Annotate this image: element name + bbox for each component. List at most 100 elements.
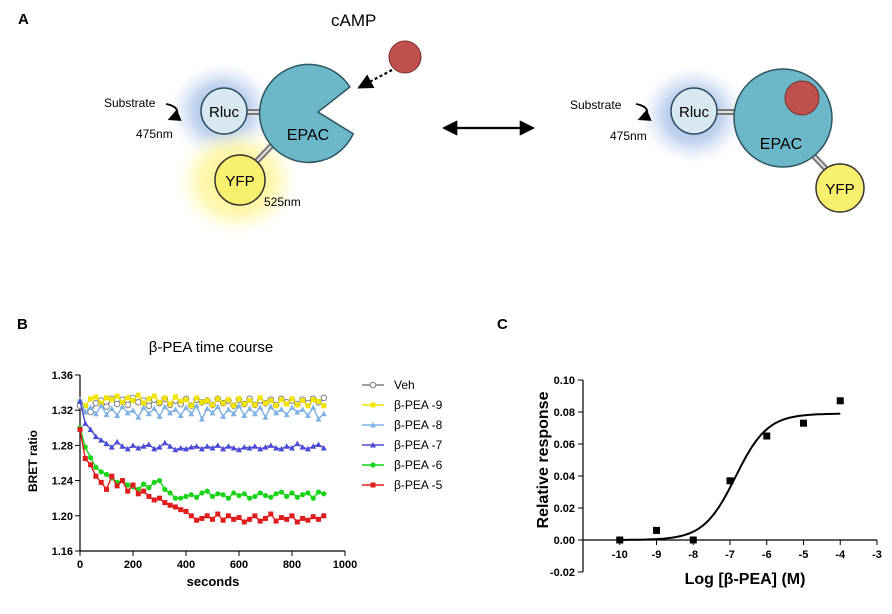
data-point bbox=[225, 495, 231, 501]
data-point bbox=[257, 490, 263, 496]
data-point bbox=[119, 403, 126, 410]
data-point bbox=[283, 443, 290, 449]
x-tick-label: -6 bbox=[762, 549, 772, 561]
data-point bbox=[316, 398, 321, 404]
data-point bbox=[294, 408, 301, 415]
data-point bbox=[114, 393, 120, 399]
data-point bbox=[183, 445, 189, 452]
data-point bbox=[294, 519, 300, 525]
x-tick-label: -7 bbox=[725, 549, 735, 561]
data-point bbox=[273, 445, 280, 451]
data-point bbox=[263, 400, 268, 406]
data-point bbox=[88, 455, 94, 461]
data-point bbox=[183, 493, 189, 500]
chart-c-xlabel: Log [β-PEA] (M) bbox=[685, 571, 806, 588]
data-point bbox=[193, 402, 200, 409]
data-point bbox=[241, 401, 247, 407]
data-point bbox=[98, 402, 105, 409]
data-point bbox=[162, 500, 168, 506]
data-point bbox=[225, 397, 231, 403]
data-point bbox=[310, 495, 316, 501]
data-point bbox=[252, 402, 258, 408]
x-tick-label: -4 bbox=[835, 549, 846, 561]
data-point bbox=[199, 515, 205, 521]
data-point bbox=[156, 444, 163, 450]
legend-label: Veh bbox=[394, 378, 415, 392]
data-point bbox=[167, 443, 174, 449]
data-point bbox=[800, 419, 807, 427]
substrate-label: Substrate bbox=[104, 96, 156, 110]
data-point bbox=[300, 398, 306, 404]
data-point bbox=[299, 444, 306, 450]
legend-marker bbox=[370, 422, 376, 428]
data-point bbox=[653, 526, 660, 534]
data-point bbox=[88, 396, 94, 402]
x-tick-label: 200 bbox=[124, 559, 142, 571]
data-point bbox=[262, 492, 269, 499]
data-point bbox=[98, 479, 104, 485]
data-point bbox=[763, 432, 771, 440]
data-point bbox=[77, 398, 83, 404]
data-point bbox=[114, 483, 120, 489]
data-point bbox=[92, 399, 100, 407]
data-point bbox=[146, 493, 152, 499]
sensor-closed-state: EPAC Rluc YFP Substrate 475nm bbox=[570, 67, 865, 213]
data-point bbox=[305, 517, 311, 523]
data-point bbox=[252, 493, 258, 500]
data-point bbox=[263, 515, 268, 521]
data-point bbox=[114, 412, 121, 418]
data-point bbox=[231, 403, 237, 409]
data-point bbox=[82, 456, 88, 462]
data-point bbox=[141, 400, 147, 406]
data-point bbox=[157, 495, 162, 501]
epac-open-shape bbox=[258, 63, 355, 164]
y-tick-label: 0.02 bbox=[554, 503, 575, 515]
yfp-label-right: YFP bbox=[825, 181, 854, 198]
data-point bbox=[247, 398, 253, 404]
panel-b: B β-PEA time course 1.16 1.20 1.24 1.28 1.32… bbox=[17, 316, 443, 589]
data-point bbox=[188, 410, 195, 417]
data-point bbox=[273, 403, 279, 409]
x-tick-label: -8 bbox=[688, 549, 698, 561]
data-point bbox=[114, 438, 121, 445]
data-point bbox=[167, 401, 173, 407]
legend-entry: β-PEA -5 bbox=[362, 478, 443, 492]
data-point bbox=[268, 511, 274, 517]
data-point bbox=[273, 491, 279, 497]
chart-b-ylabel: BRET ratio bbox=[26, 430, 40, 492]
data-point bbox=[135, 491, 141, 497]
data-point bbox=[82, 408, 89, 415]
data-point bbox=[119, 478, 125, 484]
y-tick-label: 1.32 bbox=[52, 405, 73, 417]
yfp-emission-label: 525nm bbox=[264, 195, 301, 209]
data-point bbox=[135, 392, 141, 398]
data-point bbox=[103, 411, 110, 418]
legend-marker bbox=[370, 442, 376, 448]
data-point bbox=[289, 445, 295, 451]
data-point bbox=[209, 409, 216, 416]
data-point bbox=[215, 396, 221, 402]
data-point bbox=[209, 445, 216, 451]
data-point bbox=[77, 427, 83, 433]
data-point bbox=[103, 471, 110, 478]
data-point bbox=[278, 515, 284, 521]
data-point bbox=[278, 397, 284, 403]
series-1 bbox=[77, 392, 327, 409]
data-point bbox=[294, 494, 300, 500]
data-point bbox=[257, 395, 263, 401]
chart-c-plot: -0.02 0.00 0.02 0.04 0.06 0.08 0.10 -10 -9 -8 -7 -6… bbox=[550, 375, 882, 579]
data-point bbox=[320, 394, 328, 402]
data-point bbox=[321, 491, 327, 497]
data-point bbox=[93, 473, 99, 479]
data-point bbox=[214, 442, 221, 448]
data-point bbox=[315, 441, 322, 448]
data-point bbox=[108, 405, 115, 411]
y-tick-label: 1.20 bbox=[52, 511, 73, 523]
rluc-label-right: Rluc bbox=[679, 104, 710, 121]
data-point bbox=[616, 536, 624, 544]
legend-entry: Veh bbox=[362, 378, 415, 392]
data-point bbox=[236, 492, 242, 499]
data-point bbox=[225, 513, 231, 519]
legend-entry: β-PEA -8 bbox=[362, 418, 443, 432]
data-point bbox=[305, 403, 311, 409]
